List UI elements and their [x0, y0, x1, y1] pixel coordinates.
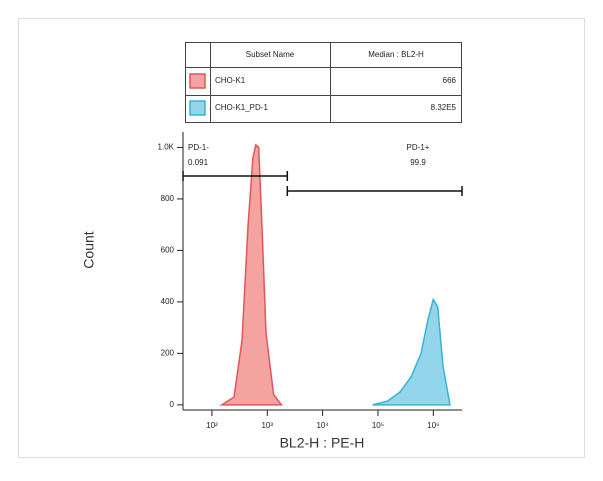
gate-percent: 0.091	[188, 158, 209, 167]
legend-swatch	[189, 73, 206, 89]
y-tick-label: 800	[161, 194, 175, 203]
x-tick-label: 10⁵	[372, 421, 384, 430]
y-tick-label: 200	[161, 348, 175, 357]
legend-label: CHO-K1_PD-1	[215, 103, 268, 112]
x-tick-label: 10⁴	[316, 421, 329, 430]
gate-name: PD-1+	[407, 143, 430, 152]
y-tick-label: 400	[161, 297, 175, 306]
legend-table	[185, 42, 462, 123]
y-tick-label: 600	[161, 246, 175, 255]
histogram-area	[219, 143, 283, 406]
x-tick-label: 10³	[261, 421, 273, 430]
table-header: Subset Name	[246, 50, 295, 59]
y-axis-label: Count	[81, 231, 97, 268]
gate-percent: 99.9	[410, 158, 426, 167]
median-value: 666	[443, 76, 457, 85]
median-value: 8.32E5	[431, 103, 457, 112]
x-axis-label: BL2-H : PE-H	[280, 435, 365, 451]
legend-swatch	[189, 100, 206, 116]
histogram-area	[372, 297, 451, 406]
y-tick-label: 0	[170, 400, 175, 409]
gate-name: PD-1-	[188, 143, 209, 152]
legend-label: CHO-K1	[215, 76, 246, 85]
x-tick-label: 10²	[206, 421, 218, 430]
table-header: Median : BL2-H	[368, 50, 424, 59]
x-tick-label: 10⁶	[427, 421, 439, 430]
y-tick-label: 1.0K	[158, 143, 175, 152]
